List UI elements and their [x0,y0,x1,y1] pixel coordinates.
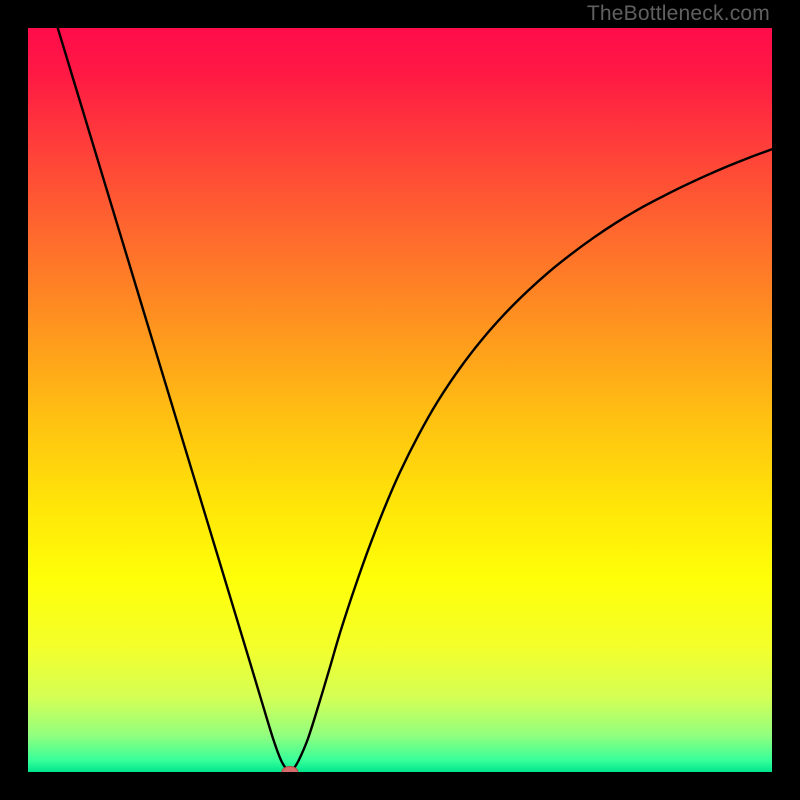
watermark-text: TheBottleneck.com [587,2,770,26]
plot-area [28,28,772,772]
curve-layer [28,28,772,772]
bottleneck-curve [58,28,772,772]
chart-frame: TheBottleneck.com [0,0,800,800]
